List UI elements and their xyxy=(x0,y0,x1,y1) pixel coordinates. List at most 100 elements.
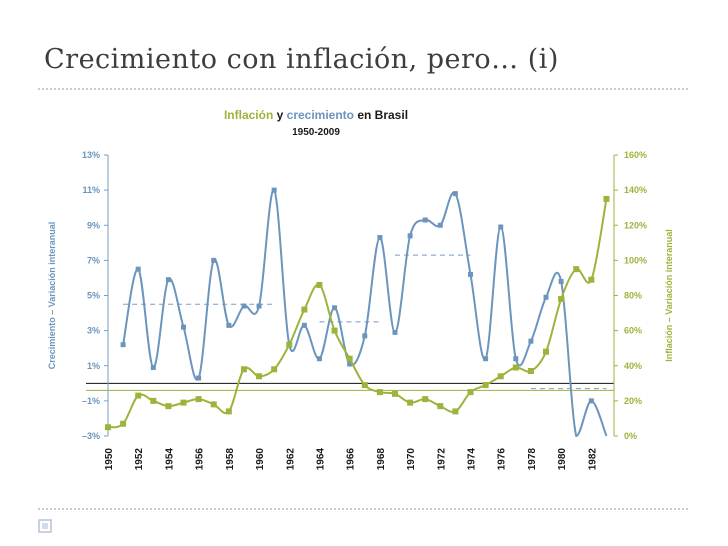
inflation-point xyxy=(512,364,519,371)
right-tick-label: 40% xyxy=(624,361,642,371)
left-tick-label: –1% xyxy=(82,396,100,406)
growth-point xyxy=(256,303,262,309)
right-axis-title: Inflación – Variación interanual xyxy=(664,229,674,362)
inflation-point xyxy=(391,390,398,397)
growth-point xyxy=(422,217,428,223)
growth-point xyxy=(452,191,458,197)
growth-point xyxy=(588,398,594,404)
x-tick-label: 1950 xyxy=(104,448,115,471)
inflation-series-line xyxy=(107,198,608,429)
left-tick-label: 5% xyxy=(87,291,100,301)
growth-point xyxy=(211,257,217,263)
inflation-point xyxy=(543,348,550,355)
right-tick-label: 0% xyxy=(624,431,637,441)
growth-point xyxy=(407,233,413,239)
slide-title: Crecimiento con inflación, pero… (i) xyxy=(44,44,559,75)
inflation-point xyxy=(497,373,504,380)
growth-point xyxy=(558,278,564,284)
inflation-point xyxy=(361,382,368,389)
left-tick-label: 7% xyxy=(87,255,100,265)
inflation-point xyxy=(527,368,534,375)
growth-point xyxy=(316,356,322,362)
growth-point xyxy=(347,361,353,367)
left-axis-title: Crecimiento – Variación interanual xyxy=(47,222,57,370)
inflation-point xyxy=(422,396,429,403)
chart-title-growth: crecimiento xyxy=(287,108,354,122)
inflation-point xyxy=(482,382,489,389)
slide-bullet-icon xyxy=(38,519,52,533)
right-tick-label: 140% xyxy=(624,185,647,195)
inflation-point xyxy=(271,366,278,373)
chart-title-tail: en Brasil xyxy=(354,108,408,122)
x-tick-label: 1982 xyxy=(587,448,598,471)
right-tick-label: 60% xyxy=(624,326,642,336)
left-tick-label: 11% xyxy=(82,185,100,195)
growth-point xyxy=(483,356,489,362)
inflation-point xyxy=(150,397,157,404)
growth-point xyxy=(226,322,232,328)
inflation-point xyxy=(588,276,595,283)
inflation-point xyxy=(286,341,293,348)
growth-point xyxy=(135,266,141,272)
x-tick-label: 1964 xyxy=(315,448,326,471)
growth-point xyxy=(271,187,277,193)
inflation-point xyxy=(346,355,353,362)
growth-point xyxy=(528,338,534,344)
left-tick-label: –3% xyxy=(82,431,100,441)
x-tick-label: 1980 xyxy=(557,448,568,471)
growth-point xyxy=(241,303,247,309)
x-tick-label: 1970 xyxy=(406,448,417,471)
x-tick-label: 1968 xyxy=(376,448,387,471)
inflation-point xyxy=(316,281,323,288)
x-tick-label: 1962 xyxy=(285,448,296,471)
x-tick-label: 1978 xyxy=(527,448,538,471)
inflation-point xyxy=(225,408,232,415)
inflation-point xyxy=(301,306,308,313)
growth-point xyxy=(332,305,338,311)
inflation-point xyxy=(256,373,263,380)
x-tick-label: 1954 xyxy=(164,448,175,471)
inflation-point xyxy=(573,266,580,273)
x-tick-label: 1958 xyxy=(225,448,236,471)
inflation-point xyxy=(437,403,444,410)
footer-divider xyxy=(38,508,688,510)
right-tick-label: 160% xyxy=(624,150,647,160)
title-divider xyxy=(38,88,688,90)
inflation-point xyxy=(195,396,202,403)
chart-title-conj: y xyxy=(273,108,286,122)
growth-point xyxy=(150,365,156,371)
growth-point xyxy=(181,324,187,330)
x-tick-label: 1952 xyxy=(134,448,145,471)
inflation-point xyxy=(603,195,610,202)
x-tick-label: 1960 xyxy=(255,448,266,471)
inflation-point xyxy=(210,401,217,408)
inflation-point xyxy=(452,408,459,415)
growth-point xyxy=(165,277,171,283)
growth-point xyxy=(543,294,549,300)
right-tick-label: 120% xyxy=(624,220,647,230)
inflation-point xyxy=(105,424,111,431)
chart-subtitle: 1950-2009 xyxy=(292,127,340,138)
inflation-point xyxy=(240,366,247,373)
x-tick-label: 1976 xyxy=(497,448,508,471)
left-tick-label: 3% xyxy=(87,326,100,336)
inflation-point xyxy=(180,399,187,406)
inflation-point xyxy=(135,392,142,399)
chart-title: Inflación y crecimiento en Brasil xyxy=(224,108,408,122)
growth-point xyxy=(498,224,504,230)
growth-point xyxy=(468,271,474,277)
growth-point xyxy=(301,322,307,328)
x-tick-label: 1956 xyxy=(195,448,206,471)
chart-title-inflation: Inflación xyxy=(224,108,273,122)
left-tick-label: 1% xyxy=(87,361,100,371)
left-tick-label: 9% xyxy=(87,220,100,230)
growth-point xyxy=(196,375,202,381)
growth-point xyxy=(362,333,368,339)
left-tick-label: 13% xyxy=(82,150,100,160)
x-tick-label: 1966 xyxy=(346,448,357,471)
x-tick-label: 1972 xyxy=(436,448,447,471)
growth-point xyxy=(392,329,398,335)
inflation-point xyxy=(467,389,474,396)
growth-series-line xyxy=(122,189,608,438)
